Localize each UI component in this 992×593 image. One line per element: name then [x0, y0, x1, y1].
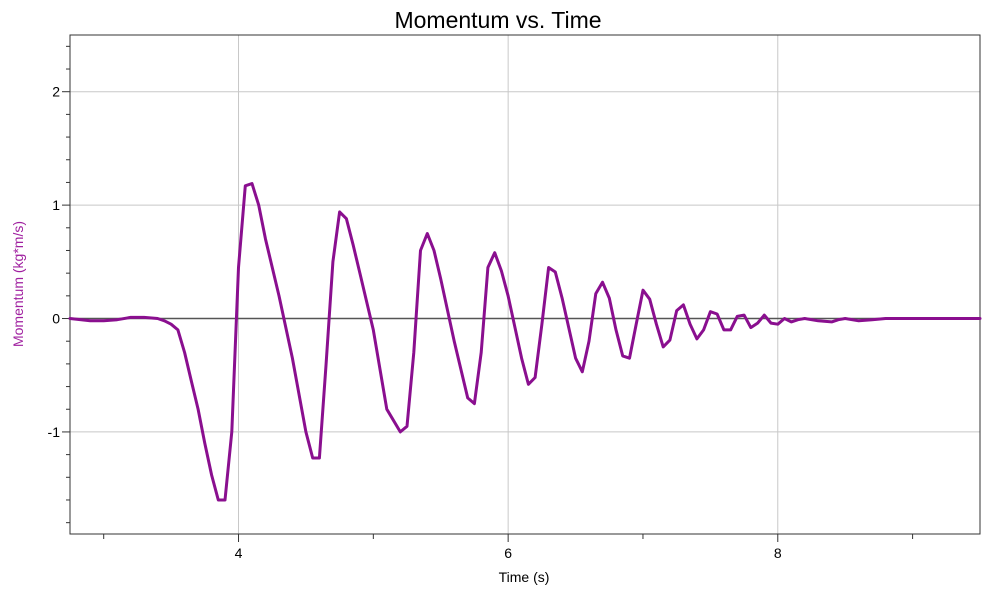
- x-tick-label: 8: [774, 545, 782, 561]
- series-layer: [68, 182, 982, 502]
- y-axis-label: Momentum (kg*m/s): [10, 221, 26, 347]
- momentum-series-line: [68, 182, 982, 502]
- y-tick-label: -1: [48, 424, 61, 440]
- y-tick-label: 2: [52, 84, 60, 100]
- y-tick-label: 0: [52, 311, 60, 327]
- x-tick-label: 4: [235, 545, 243, 561]
- axis-layer: -1 0 1 2 4 6 8: [48, 34, 981, 561]
- plot-frame: [69, 34, 981, 535]
- y-tick-label: 1: [52, 197, 60, 213]
- x-axis-label: Time (s): [499, 569, 550, 585]
- chart-title: Momentum vs. Time: [394, 7, 601, 33]
- grid-layer: [70, 35, 980, 534]
- x-tick-label: 6: [504, 545, 512, 561]
